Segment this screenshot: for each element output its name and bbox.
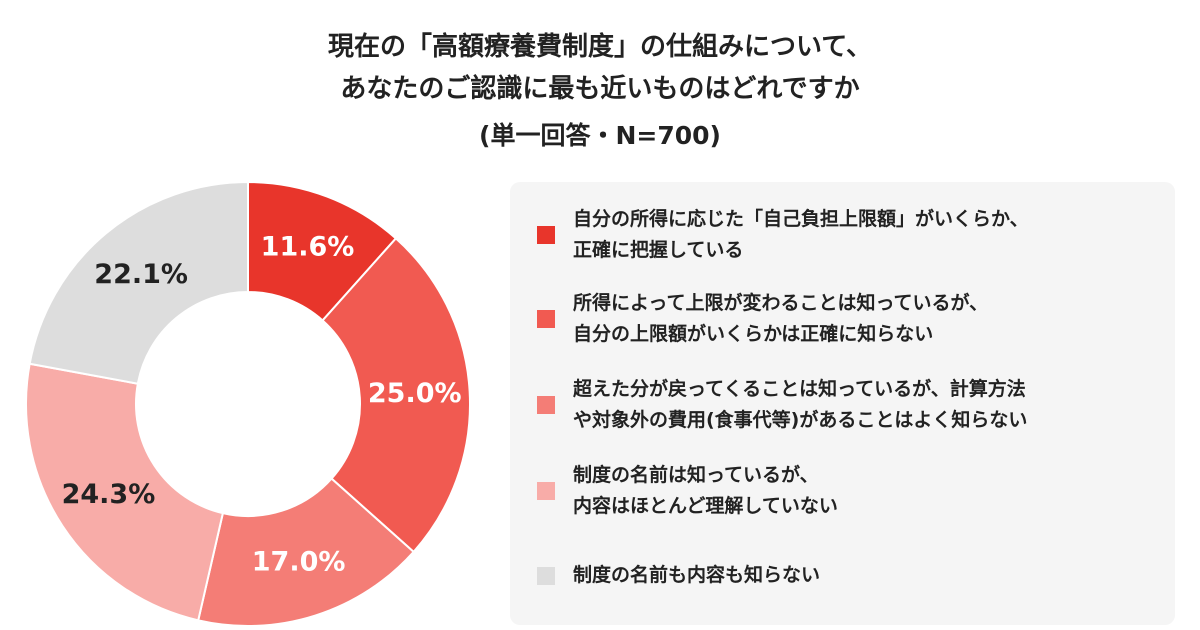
legend-item: 所得によって上限が変わることは知っているが、 自分の上限額がいくらかは正確に知ら… [537, 288, 988, 350]
legend-swatch [537, 310, 555, 328]
data-label: 11.6% [261, 231, 355, 262]
legend-item: 超えた分が戻ってくることは知っているが、計算方法 や対象外の費用(食事代等)があ… [537, 374, 1027, 436]
legend-label: 超えた分が戻ってくることは知っているが、計算方法 や対象外の費用(食事代等)があ… [573, 378, 1028, 431]
data-label: 25.0% [368, 378, 462, 409]
legend-item: 制度の名前も内容も知らない [537, 560, 820, 591]
chart: 11.6% 25.0% 17.0% 24.3% 22.1% [25, 180, 471, 627]
legend-label: 自分の所得に応じた「自己負担上限額」がいくらか、 正確に把握している [573, 208, 1029, 261]
slice [321, 236, 471, 554]
chart-subtitle: (単一回答・N=700) [479, 121, 721, 150]
legend-swatch [537, 226, 555, 244]
legend-item: 自分の所得に応じた「自己負担上限額」がいくらか、 正確に把握している [537, 204, 1029, 266]
data-label: 24.3% [62, 479, 156, 510]
legend-label: 制度の名前は知っているが、 内容はほとんど理解していない [573, 464, 838, 517]
slice [28, 180, 249, 385]
slice [197, 477, 416, 627]
legend-swatch [537, 482, 555, 500]
data-label: 17.0% [252, 547, 346, 578]
slice [25, 362, 225, 622]
legend-swatch [537, 566, 555, 585]
legend-item: 制度の名前は知っているが、 内容はほとんど理解していない [537, 460, 838, 522]
chart-title: 現在の「高額療養費制度」の仕組みについて、 あなたのご認識に最も近いものはどれで… [328, 32, 872, 104]
legend: 自分の所得に応じた「自己負担上限額」がいくらか、 正確に把握している 所得によって… [510, 182, 1175, 625]
data-label: 22.1% [94, 259, 188, 290]
legend-label: 所得によって上限が変わることは知っているが、 自分の上限額がいくらかは正確に知ら… [573, 292, 989, 345]
legend-label: 制度の名前も内容も知らない [573, 564, 821, 586]
legend-swatch [537, 396, 555, 414]
